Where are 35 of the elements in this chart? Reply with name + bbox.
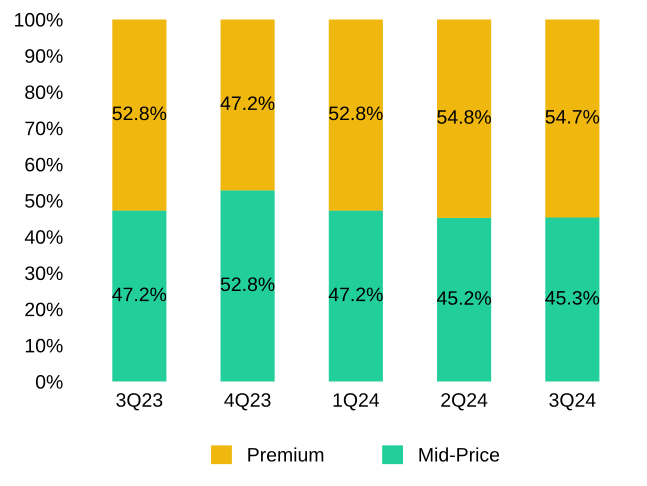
y-tick-label: 90% [25, 49, 63, 63]
x-tick-label: 1Q24 [334, 393, 380, 410]
data-label: 45.2% [436, 291, 491, 305]
x-tick-label: 4Q23 [224, 393, 271, 410]
x-tick-label: 3Q23 [116, 393, 162, 410]
legend-label: Mid-Price [419, 447, 500, 462]
legend-label: Premium [248, 447, 324, 462]
bar [328, 210, 383, 382]
y-tick-label: 80% [25, 85, 63, 100]
bar [112, 210, 166, 382]
y-tick-label: 40% [24, 230, 63, 244]
bar [545, 19, 600, 218]
data-label: 52.8% [220, 277, 274, 292]
bar [437, 19, 492, 218]
x-tick-label: 3Q24 [549, 393, 596, 410]
data-label: 52.8% [329, 106, 383, 120]
y-tick-label: 10% [26, 338, 63, 353]
bar [220, 19, 275, 190]
y-tick-label: 20% [25, 302, 63, 316]
y-tick-label: 70% [25, 122, 63, 136]
bar [437, 218, 492, 382]
bar [112, 19, 166, 211]
y-tick-label: 50% [25, 194, 63, 208]
data-label: 47.2% [220, 96, 274, 110]
data-label: 54.7% [546, 110, 600, 124]
bar [328, 19, 383, 211]
data-label: 52.8% [112, 106, 166, 120]
bar [545, 217, 600, 382]
y-tick-label: 60% [25, 158, 63, 172]
data-label: 54.8% [437, 110, 491, 124]
bar [220, 190, 275, 382]
y-tick-label: 0% [36, 374, 63, 389]
y-tick-label: 100% [15, 12, 63, 27]
y-tick-label: 30% [25, 266, 63, 280]
x-tick-label: 2Q24 [441, 393, 488, 410]
